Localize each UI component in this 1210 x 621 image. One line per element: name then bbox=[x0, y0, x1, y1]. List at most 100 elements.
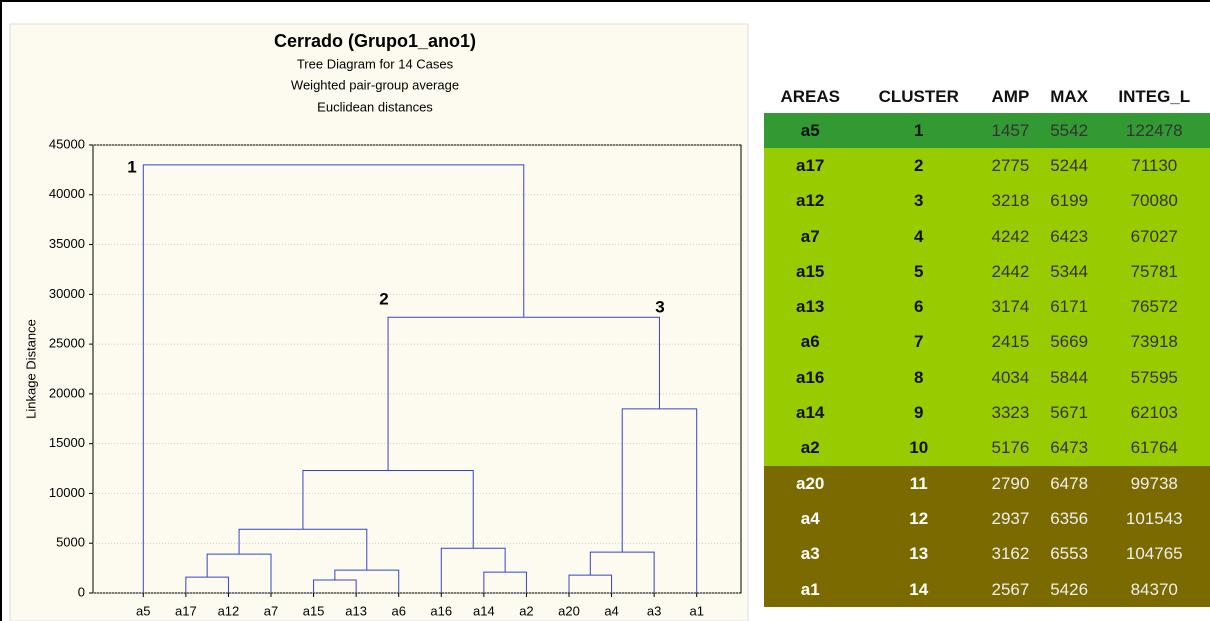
x-tick-label: a20 bbox=[558, 603, 580, 618]
table-cell: 6 bbox=[913, 297, 924, 317]
table-cell: 1457 bbox=[991, 120, 1030, 140]
table-cell: 5244 bbox=[1050, 155, 1089, 175]
table-cell: 5669 bbox=[1050, 332, 1089, 352]
table-cell: 3174 bbox=[991, 297, 1030, 317]
table-cell: a1 bbox=[800, 579, 820, 599]
table-cell: 2 bbox=[913, 155, 924, 175]
table-cell: 6553 bbox=[1050, 544, 1089, 564]
x-tick-label: a12 bbox=[218, 603, 240, 618]
y-tick-label: 0 bbox=[78, 584, 85, 599]
table-cell: 6473 bbox=[1050, 438, 1089, 458]
table-cell: 7 bbox=[913, 332, 924, 352]
annotation: 3 bbox=[655, 297, 664, 316]
subtitle: Euclidean distances bbox=[317, 99, 433, 114]
table-row: a12 3 3218 6199 70080 bbox=[764, 183, 1210, 219]
table-row: a6 7 2415 5669 73918 bbox=[764, 324, 1210, 361]
table-cell: 6478 bbox=[1050, 473, 1089, 493]
table-cell: 9 bbox=[913, 403, 924, 423]
table-row: a15 5 2442 5344 75781 bbox=[764, 254, 1210, 290]
chart-panel bbox=[9, 23, 749, 621]
table-row: a4 12 2937 6356 101543 bbox=[764, 501, 1210, 537]
table-cell: 8 bbox=[913, 367, 924, 387]
table-cell: 5 bbox=[913, 261, 924, 281]
table-cell: 6171 bbox=[1050, 297, 1089, 317]
x-tick-label: a3 bbox=[647, 603, 661, 618]
x-tick-label: a1 bbox=[689, 603, 703, 618]
subtitle: Weighted pair-group average bbox=[291, 77, 459, 92]
table-cell: 3323 bbox=[991, 403, 1030, 423]
y-tick-label: 10000 bbox=[49, 485, 85, 500]
table-cell: 10 bbox=[909, 438, 929, 458]
table-row: a3 13 3162 6553 104765 bbox=[764, 536, 1210, 572]
table-cell: 14 bbox=[909, 579, 929, 599]
table-cell: 2775 bbox=[991, 155, 1030, 175]
table-cell: 101543 bbox=[1125, 508, 1183, 528]
table-cell: a6 bbox=[800, 332, 820, 352]
table-cell: a15 bbox=[796, 261, 825, 281]
table-cell: a4 bbox=[800, 508, 820, 528]
y-tick-label: 15000 bbox=[49, 435, 85, 450]
table-cell: 4 bbox=[913, 226, 924, 246]
dendrogram-link bbox=[142, 164, 525, 593]
x-tick-label: a4 bbox=[604, 603, 618, 618]
table-cell: a14 bbox=[796, 403, 825, 423]
table-row: a16 8 4034 5844 57595 bbox=[764, 360, 1210, 396]
y-tick-label: 35000 bbox=[49, 236, 85, 251]
table-cell: a7 bbox=[800, 226, 820, 246]
chart-title: Cerrado (Grupo1_ano1) bbox=[274, 31, 476, 51]
table-cell: a12 bbox=[796, 191, 825, 211]
table-row: a2 10 5176 6473 61764 bbox=[764, 430, 1210, 466]
y-axis-label: Linkage Distance bbox=[23, 319, 38, 419]
table-cell: 5844 bbox=[1050, 367, 1089, 387]
y-tick-label: 5000 bbox=[56, 535, 85, 550]
subtitle: Tree Diagram for 14 Cases bbox=[297, 56, 454, 71]
table-row: a17 2 2775 5244 71130 bbox=[764, 148, 1210, 184]
table-cell: 5542 bbox=[1050, 120, 1089, 140]
table-cell: 62103 bbox=[1130, 403, 1178, 423]
table-cell: 99738 bbox=[1130, 473, 1178, 493]
table-cell: 5671 bbox=[1050, 403, 1089, 423]
column-header: AMP bbox=[991, 86, 1030, 106]
table-row: a5 1 1457 5542 122478 bbox=[764, 113, 1210, 149]
table-cell: 76572 bbox=[1130, 297, 1178, 317]
x-tick-label: a7 bbox=[264, 603, 278, 618]
y-tick-label: 45000 bbox=[49, 136, 85, 151]
table-row: a7 4 4242 6423 67027 bbox=[764, 218, 1210, 255]
table-cell: 57595 bbox=[1130, 367, 1178, 387]
x-tick-label: a2 bbox=[519, 603, 533, 618]
table-cell: 73918 bbox=[1130, 332, 1178, 352]
table-cell: 6423 bbox=[1050, 226, 1089, 246]
table-cell: 84370 bbox=[1130, 579, 1178, 599]
y-tick-label: 30000 bbox=[49, 286, 85, 301]
table-cell: a20 bbox=[796, 473, 825, 493]
x-tick-label: a16 bbox=[430, 603, 452, 618]
table-cell: 11 bbox=[909, 473, 928, 493]
table-cell: 104765 bbox=[1125, 544, 1183, 564]
table-row: a14 9 3323 5671 62103 bbox=[764, 395, 1210, 431]
table-cell: 5176 bbox=[991, 438, 1030, 458]
table-cell: 71130 bbox=[1131, 155, 1178, 175]
table-cell: a16 bbox=[796, 367, 825, 387]
table-row: a20 11 2790 6478 99738 bbox=[764, 465, 1210, 502]
annotation: 1 bbox=[127, 157, 136, 176]
table-cell: 13 bbox=[909, 544, 929, 564]
table-cell: 6199 bbox=[1050, 191, 1089, 211]
table-cell: 1 bbox=[913, 120, 924, 140]
table-cell: 75781 bbox=[1130, 261, 1178, 281]
table-cell: a17 bbox=[796, 155, 825, 175]
x-tick-label: a17 bbox=[175, 603, 197, 618]
table-cell: 2442 bbox=[991, 261, 1030, 281]
table-cell: a3 bbox=[800, 544, 820, 564]
y-tick-label: 25000 bbox=[49, 336, 85, 351]
column-header: AREAS bbox=[780, 86, 840, 106]
data-table: AREAS CLUSTER AMP MAX INTEG_L a5 1 1457 5542 1224… bbox=[764, 80, 1210, 608]
table-cell: 12 bbox=[909, 508, 929, 528]
table-cell: 6356 bbox=[1050, 508, 1089, 528]
table-cell: 2937 bbox=[991, 508, 1030, 528]
table-row: a13 6 3174 6171 76572 bbox=[764, 289, 1210, 325]
x-tick-label: a13 bbox=[345, 603, 367, 618]
dendrogram-link bbox=[313, 579, 357, 593]
table-cell: 5344 bbox=[1050, 261, 1089, 281]
